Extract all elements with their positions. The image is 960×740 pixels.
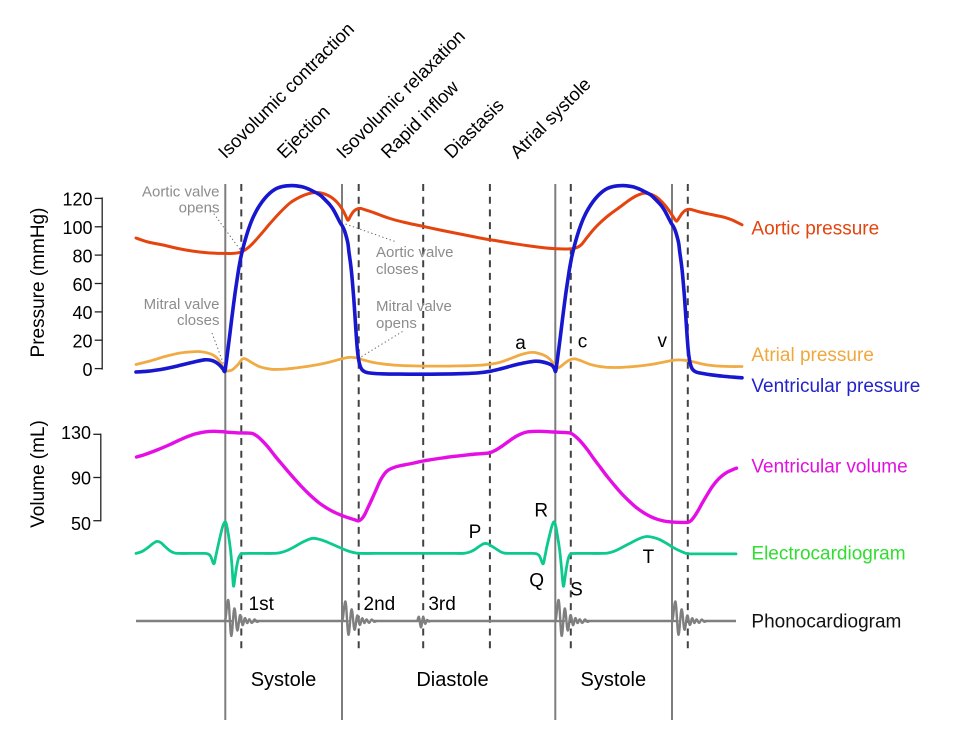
svg-text:Phonocardiogram: Phonocardiogram bbox=[751, 612, 901, 633]
svg-text:Atrial pressure: Atrial pressure bbox=[751, 345, 874, 366]
svg-text:a: a bbox=[515, 333, 526, 354]
svg-text:Mitral valve: Mitral valve bbox=[144, 296, 220, 313]
svg-text:Aortic valve: Aortic valve bbox=[376, 244, 454, 261]
svg-text:Ventricular volume: Ventricular volume bbox=[751, 457, 907, 478]
svg-text:1st: 1st bbox=[249, 594, 275, 615]
svg-text:Mitral valve: Mitral valve bbox=[376, 298, 452, 315]
svg-text:c: c bbox=[578, 332, 588, 353]
svg-text:Systole: Systole bbox=[251, 669, 317, 691]
svg-text:closes: closes bbox=[376, 261, 419, 278]
svg-text:2nd: 2nd bbox=[364, 594, 396, 615]
svg-text:Diastole: Diastole bbox=[416, 669, 488, 691]
svg-text:Volume (mL): Volume (mL) bbox=[28, 420, 49, 528]
svg-text:opens: opens bbox=[376, 315, 417, 332]
svg-text:closes: closes bbox=[177, 312, 220, 329]
svg-text:Q: Q bbox=[529, 571, 544, 592]
svg-text:100: 100 bbox=[62, 218, 92, 238]
svg-text:P: P bbox=[469, 522, 482, 543]
svg-text:R: R bbox=[534, 501, 548, 522]
svg-text:Ventricular pressure: Ventricular pressure bbox=[751, 376, 920, 397]
svg-text:120: 120 bbox=[62, 190, 92, 210]
svg-text:Aortic valve: Aortic valve bbox=[142, 184, 220, 201]
svg-text:Systole: Systole bbox=[581, 669, 647, 691]
svg-text:S: S bbox=[570, 580, 583, 601]
svg-text:T: T bbox=[643, 547, 655, 568]
svg-text:Aortic pressure: Aortic pressure bbox=[751, 219, 879, 240]
svg-text:0: 0 bbox=[82, 360, 92, 380]
svg-text:50: 50 bbox=[71, 514, 91, 534]
svg-text:opens: opens bbox=[179, 200, 220, 217]
svg-text:90: 90 bbox=[71, 469, 91, 489]
svg-text:3rd: 3rd bbox=[428, 594, 455, 615]
svg-text:80: 80 bbox=[72, 246, 92, 266]
svg-text:130: 130 bbox=[61, 423, 91, 443]
svg-text:60: 60 bbox=[72, 275, 92, 295]
svg-text:v: v bbox=[658, 331, 668, 352]
svg-text:Pressure (mmHg): Pressure (mmHg) bbox=[28, 208, 49, 358]
svg-text:20: 20 bbox=[72, 332, 92, 352]
svg-text:Electrocardiogram: Electrocardiogram bbox=[751, 544, 905, 565]
svg-text:40: 40 bbox=[72, 303, 92, 323]
